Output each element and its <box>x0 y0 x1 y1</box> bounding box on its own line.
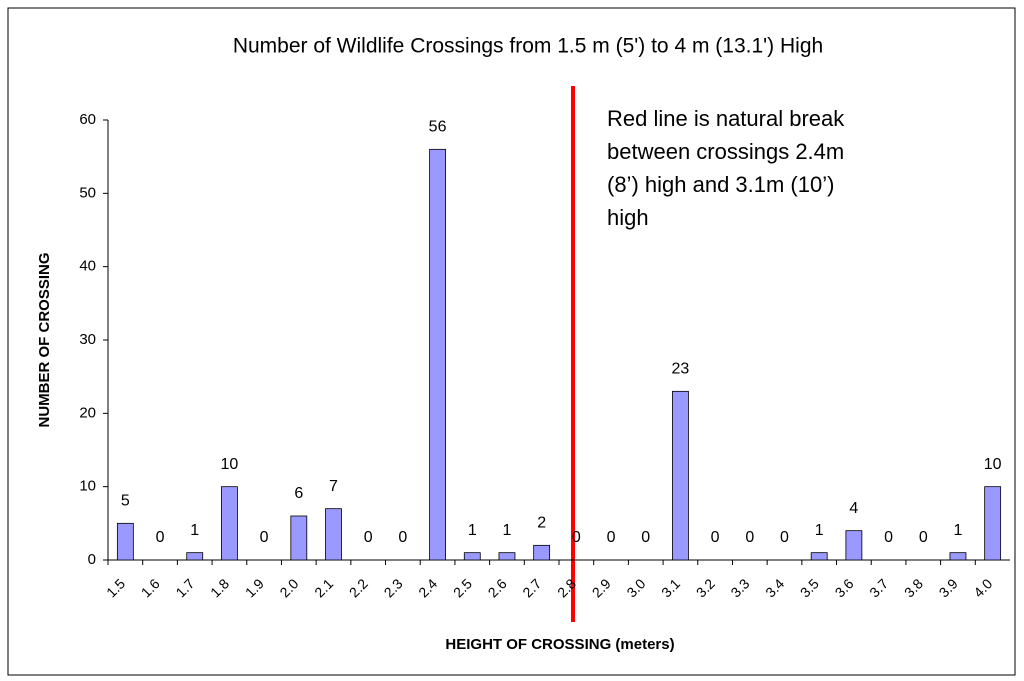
y-tick-label: 60 <box>79 111 96 128</box>
value-label: 0 <box>607 529 616 546</box>
chart-frame <box>7 7 1016 676</box>
bar <box>463 552 481 561</box>
bar <box>186 552 204 561</box>
value-label: 0 <box>572 529 581 546</box>
value-label: 0 <box>711 529 720 546</box>
annotation: high <box>607 205 649 230</box>
annotation: (8’) high and 3.1m (10’) <box>607 172 834 197</box>
y-tick-label: 10 <box>79 478 96 495</box>
value-label: 0 <box>260 529 269 546</box>
y-axis-label: NUMBER OF CROSSING <box>36 252 53 427</box>
value-label: 0 <box>641 529 650 546</box>
value-label: 1 <box>503 522 512 539</box>
bar <box>533 544 551 561</box>
value-label: 5 <box>121 493 130 510</box>
annotation: Red line is natural break <box>607 106 845 131</box>
bar <box>810 552 828 561</box>
y-tick-label: 50 <box>79 184 96 201</box>
y-tick-label: 0 <box>88 551 96 568</box>
value-label: 10 <box>221 456 239 473</box>
bar <box>845 530 863 561</box>
bar <box>429 148 446 561</box>
x-axis-label: HEIGHT OF CROSSING (meters) <box>445 636 674 653</box>
y-tick-label: 30 <box>79 331 96 348</box>
chart-title: Number of Wildlife Crossings from 1.5 m … <box>233 35 823 58</box>
value-label: 23 <box>672 361 690 378</box>
y-tick-label: 20 <box>79 404 96 421</box>
value-label: 7 <box>329 478 338 495</box>
value-label: 0 <box>745 529 754 546</box>
value-label: 1 <box>815 522 824 539</box>
bar <box>984 486 1002 561</box>
bar <box>221 486 238 561</box>
bar <box>949 552 967 561</box>
value-label: 4 <box>849 500 858 517</box>
bar <box>498 552 516 561</box>
value-label: 1 <box>190 522 199 539</box>
value-label: 56 <box>429 119 447 136</box>
value-label: 0 <box>398 529 407 546</box>
bar <box>672 390 689 561</box>
bar <box>116 522 134 561</box>
value-label: 0 <box>780 529 789 546</box>
value-label: 2 <box>537 515 546 532</box>
bar <box>325 508 342 561</box>
value-label: 10 <box>984 456 1002 473</box>
value-label: 0 <box>156 529 165 546</box>
value-label: 0 <box>919 529 928 546</box>
value-label: 1 <box>954 522 963 539</box>
annotation: between crossings 2.4m <box>607 139 844 164</box>
bar <box>290 515 308 561</box>
value-label: 0 <box>884 529 893 546</box>
y-tick-label: 40 <box>79 258 96 275</box>
value-label: 1 <box>468 522 477 539</box>
value-label: 0 <box>364 529 373 546</box>
value-label: 6 <box>294 485 303 502</box>
